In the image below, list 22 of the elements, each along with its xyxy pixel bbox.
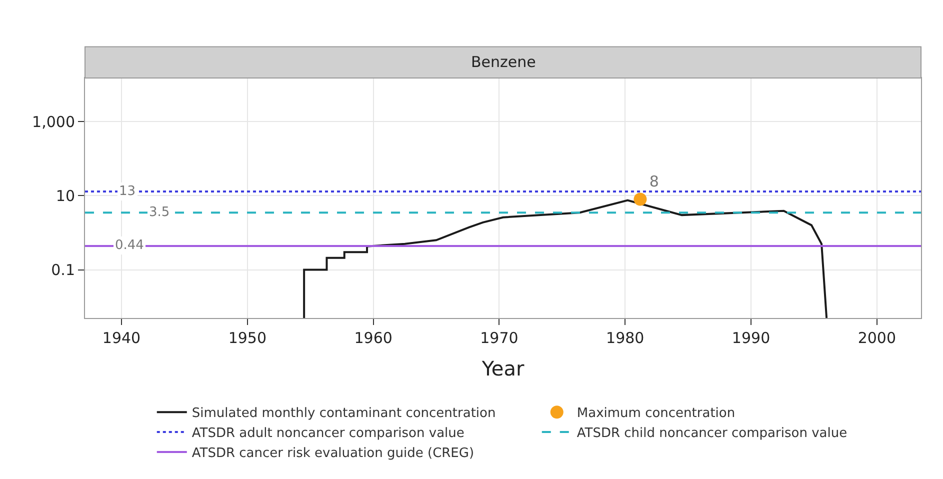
legend-label: ATSDR cancer risk evaluation guide (CREG) xyxy=(192,446,474,462)
x-axis-title: Year xyxy=(480,356,525,380)
x-tick-label: 1980 xyxy=(606,329,644,347)
y-tick-label: 1,000 xyxy=(32,112,75,131)
x-tick-label: 1940 xyxy=(102,329,141,347)
x-tick-label: 1950 xyxy=(228,329,267,347)
x-tick-label: 2000 xyxy=(858,329,896,347)
chart-title: Benzene xyxy=(471,53,536,71)
legend-label: ATSDR adult noncancer comparison value xyxy=(192,426,464,442)
y-tick-label: 10 xyxy=(56,186,75,205)
data-label: 8 xyxy=(649,172,659,190)
annotation: 13 xyxy=(119,184,136,199)
y-tick-label: 0.1 xyxy=(51,261,75,280)
legend-label: ATSDR child noncancer comparison value xyxy=(576,426,848,442)
x-tick-label: 1990 xyxy=(732,329,770,347)
legend-label: Simulated monthly contaminant concentration xyxy=(192,406,496,422)
line-series xyxy=(303,199,828,318)
legend-label: Maximum concentration xyxy=(576,406,736,422)
x-tick-label: 1970 xyxy=(480,329,518,347)
x-tick-label: 1960 xyxy=(354,329,392,347)
annotation: 3.5 xyxy=(149,205,170,220)
annotation: 0.44 xyxy=(115,238,144,253)
